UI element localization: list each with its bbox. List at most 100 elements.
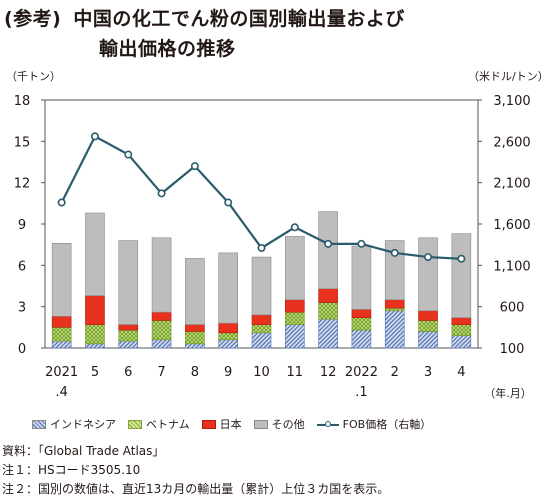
bar-vietnam xyxy=(151,320,172,341)
bar-indonesia xyxy=(118,340,139,349)
x-axis-tick-label: 5 xyxy=(91,365,99,380)
fob-price-point xyxy=(357,239,366,248)
bar-japan xyxy=(185,324,205,332)
bar-vietnam xyxy=(51,327,72,342)
x-axis-tick-label: 3 xyxy=(424,365,432,380)
bar-japan xyxy=(285,299,305,313)
legend-item-indonesia: インドネシア xyxy=(32,416,116,432)
legend-item-vietnam: ベトナム xyxy=(128,416,190,432)
bar-japan xyxy=(318,288,338,303)
bar-indonesia xyxy=(418,331,438,349)
fob-price-point xyxy=(457,254,466,263)
right-axis-tick-label: 2,600 xyxy=(493,135,530,150)
bar-other xyxy=(285,236,305,301)
bar-other xyxy=(185,258,205,325)
bar-indonesia xyxy=(218,339,238,349)
bar-japan xyxy=(218,322,238,334)
bar-vietnam xyxy=(85,324,105,345)
legend-label-indonesia: インドネシア xyxy=(50,418,116,431)
bar-japan xyxy=(151,311,172,321)
fob-price-point xyxy=(424,253,433,262)
chart-title-line-1: (参考) 中国の化工でん粉の国別輸出量および xyxy=(4,4,405,31)
legend-label-other: その他 xyxy=(271,418,305,431)
right-axis-tick-label: 2,100 xyxy=(493,177,530,192)
left-axis-tick-label: 9 xyxy=(18,218,26,233)
bar-vietnam xyxy=(285,311,305,325)
left-axis-tick-label: 3 xyxy=(18,301,26,316)
right-axis-tick-label: 1,100 xyxy=(493,259,530,274)
right-axis-tick-label: 3,100 xyxy=(493,94,530,109)
left-axis-unit: （千トン） xyxy=(6,70,61,83)
fob-price-point xyxy=(190,162,199,171)
bar-indonesia xyxy=(151,339,172,349)
bar-other xyxy=(384,240,405,301)
bar-indonesia xyxy=(285,324,305,349)
title-text-1: 中国の化工でん粉の国別輸出量および xyxy=(73,8,405,30)
bar-other xyxy=(251,256,272,316)
bar-indonesia xyxy=(351,329,372,349)
bar-vietnam xyxy=(451,324,472,336)
bar-indonesia xyxy=(85,343,105,349)
bar-indonesia xyxy=(384,310,405,349)
legend-swatch-fob-line xyxy=(316,420,339,429)
x-axis-tick-label: 8 xyxy=(191,365,199,380)
x-axis-tick-label: 6 xyxy=(124,365,132,380)
bar-vietnam xyxy=(418,320,438,332)
fob-price-point xyxy=(157,189,166,198)
right-axis-tick-label: 100 xyxy=(500,342,525,357)
x-axis-tick-label: 10 xyxy=(253,365,270,380)
left-axis-tick-label: 6 xyxy=(18,259,26,274)
bar-japan xyxy=(251,314,272,325)
legend-label-vietnam: ベトナム xyxy=(146,418,190,431)
bar-other xyxy=(85,212,105,296)
right-axis-unit: （米ドル/トン） xyxy=(468,70,548,83)
legend-item-japan: 日本 xyxy=(201,416,242,432)
fob-price-point xyxy=(90,132,99,141)
right-axis-tick-label: 600 xyxy=(500,301,525,316)
bar-other xyxy=(418,237,438,312)
bar-indonesia xyxy=(185,343,205,349)
bar-other xyxy=(451,233,472,318)
note-2: 注２：国別の数値は、直近13カ月の輸出量（累計）上位３カ国を表示。 xyxy=(2,482,390,496)
bar-japan xyxy=(351,309,372,318)
legend-swatch-japan xyxy=(201,419,216,429)
legend-label-japan: 日本 xyxy=(219,418,242,431)
legend-swatch-indonesia xyxy=(32,419,46,429)
x-axis-tick-label: 2022 xyxy=(345,365,378,380)
bar-indonesia xyxy=(251,332,272,349)
bar-other xyxy=(51,242,72,317)
fob-price-point xyxy=(224,198,233,207)
bar-other xyxy=(151,237,172,313)
bar-vietnam xyxy=(251,324,272,334)
bar-other xyxy=(218,252,238,324)
bar-vietnam xyxy=(185,331,205,345)
bar-vietnam xyxy=(384,307,405,312)
left-axis-tick-label: 15 xyxy=(14,135,31,150)
bar-japan xyxy=(118,324,139,331)
bar-other xyxy=(118,240,139,325)
fob-price-point xyxy=(290,223,299,232)
bar-indonesia xyxy=(51,340,72,349)
bar-vietnam xyxy=(118,329,139,342)
bar-japan xyxy=(451,317,472,325)
chart-title-line-2: 輸出価格の推移 xyxy=(99,38,236,60)
fob-price-point xyxy=(324,239,333,248)
legend: インドネシア ベトナム 日本 その他 FOB価格（右軸） xyxy=(32,416,443,432)
x-axis-tick-label: 9 xyxy=(224,365,232,380)
x-axis-tick-label: .1 xyxy=(355,385,367,400)
bar-indonesia xyxy=(318,318,338,349)
bar-vietnam xyxy=(218,332,238,341)
left-axis-tick-label: 0 xyxy=(18,342,26,357)
bar-japan xyxy=(384,299,405,309)
right-axis-tick-label: 1,600 xyxy=(493,218,530,233)
bar-japan xyxy=(418,310,438,321)
legend-swatch-other xyxy=(253,419,268,429)
legend-item-other: その他 xyxy=(253,416,305,432)
bar-vietnam xyxy=(351,317,372,331)
fob-price-point xyxy=(124,150,133,159)
legend-swatch-vietnam xyxy=(128,419,142,429)
bar-other xyxy=(351,245,372,310)
legend-label-fob: FOB価格（右軸） xyxy=(342,418,432,431)
x-axis-tick-label: 11 xyxy=(287,365,304,380)
bar-other xyxy=(318,211,338,290)
